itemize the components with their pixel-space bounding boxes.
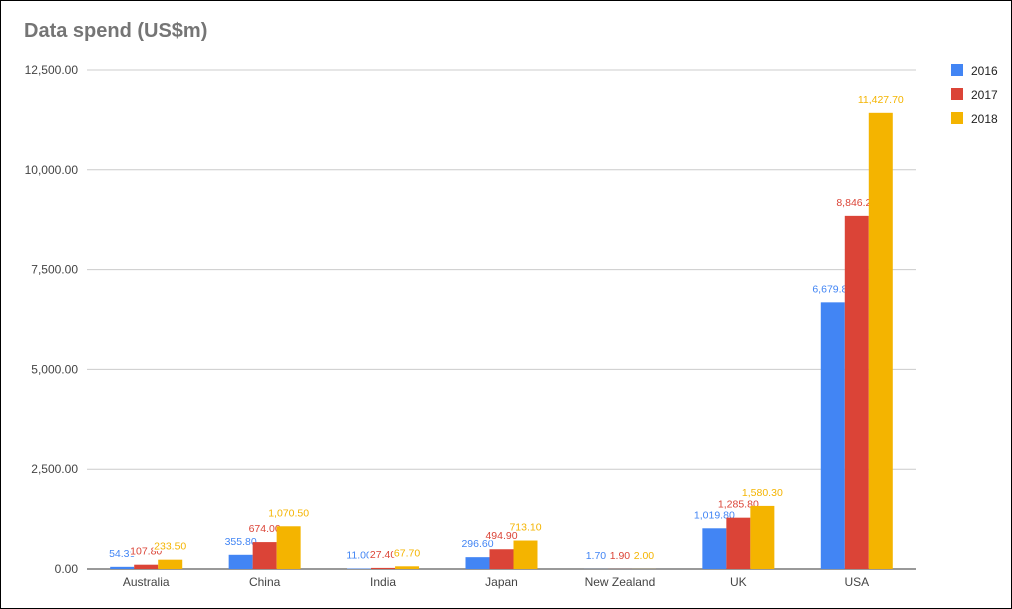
bar-2016-australia	[110, 566, 135, 569]
data-label: 1,285.80	[718, 499, 759, 511]
bar-2018-india	[395, 566, 420, 569]
data-label: 296.60	[461, 538, 493, 550]
data-label: 1.70	[586, 550, 607, 562]
x-tick-label: New Zealand	[585, 575, 656, 589]
data-label: 355.80	[225, 536, 257, 548]
bar-2017-uk	[726, 517, 751, 569]
chart-title: Data spend (US$m)	[24, 20, 208, 42]
bar-2018-japan	[513, 540, 538, 569]
data-label: 11.00	[346, 550, 372, 562]
data-label: 2.00	[634, 550, 655, 562]
legend-label: 2016	[971, 64, 998, 78]
bar-2018-usa	[868, 112, 893, 569]
x-tick-label: China	[249, 575, 281, 589]
data-label: 233.50	[154, 541, 186, 553]
legend-swatch-2016	[951, 64, 963, 76]
bar-2016-japan	[465, 557, 490, 569]
data-label: 11,427.70	[858, 94, 904, 106]
data-label: 54.30	[109, 548, 135, 560]
x-tick-label: USA	[844, 575, 869, 589]
bar-2016-usa	[820, 302, 845, 569]
bar-2017-china	[252, 542, 277, 569]
y-tick-label: 2,500.00	[31, 462, 78, 476]
y-tick-label: 7,500.00	[31, 263, 78, 277]
x-tick-label: India	[370, 575, 396, 589]
data-label: 67.70	[394, 547, 420, 559]
x-tick-label: Japan	[485, 575, 518, 589]
legend-swatch-2018	[951, 112, 963, 124]
bar-2017-japan	[489, 549, 514, 569]
legend-label: 2018	[971, 112, 998, 126]
y-tick-label: 5,000.00	[31, 362, 78, 376]
data-label: 6,679.80	[812, 283, 853, 295]
x-tick-label: Australia	[123, 575, 170, 589]
y-tick-label: 12,500.00	[25, 63, 79, 77]
data-label: 8,846.20	[836, 197, 877, 209]
data-label: 1,580.30	[742, 487, 783, 499]
legend-label: 2017	[971, 88, 998, 102]
bar-2017-usa	[844, 215, 869, 570]
x-tick-label: UK	[730, 575, 747, 589]
bar-2017-india	[371, 567, 396, 569]
bar-2016-china	[228, 554, 253, 569]
data-label: 27.40	[370, 549, 396, 561]
data-label: 674.00	[249, 523, 281, 535]
data-label: 107.80	[130, 546, 162, 558]
y-tick-label: 10,000.00	[25, 163, 79, 177]
data-label: 1.90	[610, 550, 631, 562]
bar-2018-china	[276, 526, 301, 569]
data-label: 494.90	[485, 530, 517, 542]
data-label: 1,019.80	[694, 509, 735, 521]
bar-2018-uk	[750, 505, 775, 569]
bar-2017-australia	[134, 564, 159, 569]
bar-2018-australia	[158, 559, 183, 569]
data-label: 713.10	[509, 522, 541, 534]
y-tick-label: 0.00	[55, 562, 79, 576]
data-label: 1,070.50	[268, 507, 309, 519]
legend-swatch-2017	[951, 88, 963, 100]
bar-2016-uk	[702, 528, 727, 569]
